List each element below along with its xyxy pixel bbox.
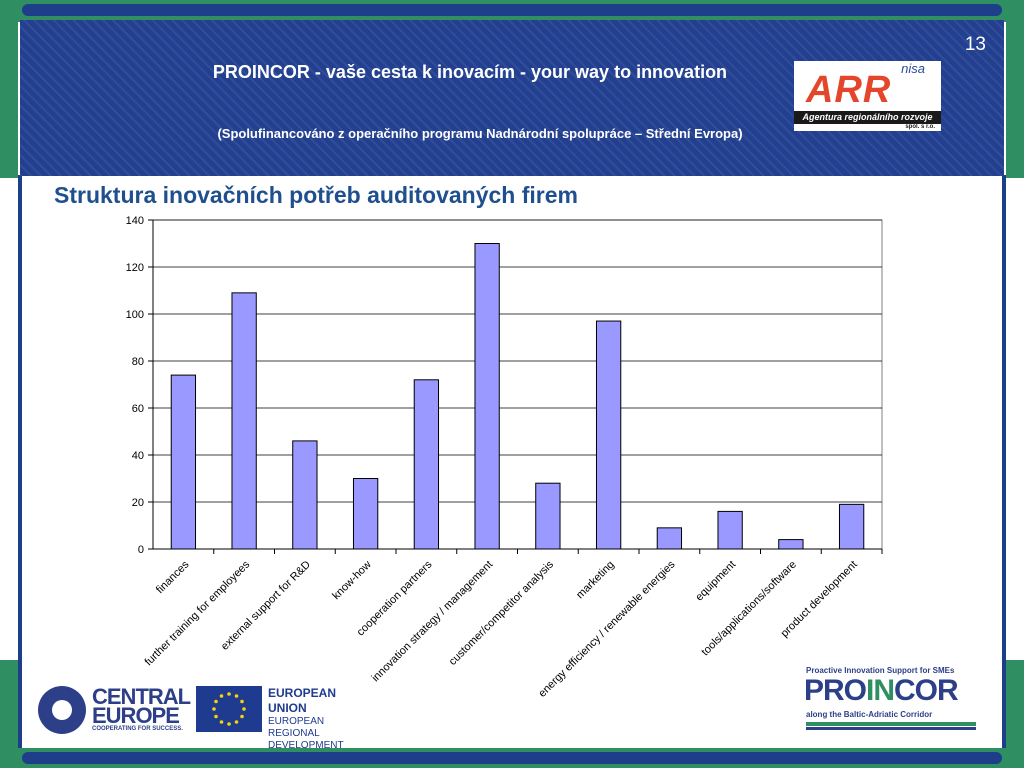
frame-left-accent-bottom (0, 660, 18, 752)
proincor-bar (806, 722, 976, 726)
bar-11 (778, 539, 804, 550)
eu-star-icon (234, 720, 239, 724)
bar-2 (231, 292, 257, 550)
arr-logo-nisa: nisa (901, 61, 925, 76)
proincor-name-part3: COR (894, 674, 959, 707)
arr-logo-tagline: Agentura regionálního rozvoje (794, 111, 941, 124)
eu-star-icon (214, 699, 218, 704)
frame-right-accent (1006, 18, 1024, 178)
bar-12 (838, 503, 865, 550)
arr-logo: nisa ARR Agentura regionálního rozvoje s… (794, 61, 941, 131)
frame-bottom-bar (22, 752, 1002, 764)
proincor-bar-secondary (806, 727, 976, 730)
y-tick-label-100: 100 (126, 309, 144, 321)
frame-top (0, 0, 1024, 22)
proincor-name: PROINCOR (804, 674, 959, 708)
y-tick-label-0: 0 (138, 544, 144, 556)
eu-line3: DEVELOPMENT FUND (268, 740, 344, 763)
central-europe-line3: COOPERATING FOR SUCCESS. (92, 726, 183, 732)
arr-logo-name: ARR (806, 69, 892, 111)
y-tick-label-80: 80 (132, 356, 144, 368)
eu-line2: EUROPEAN REGIONAL (268, 716, 325, 739)
bar-8 (595, 320, 622, 550)
x-tick-label-2: further training for employees (143, 558, 253, 668)
slide-number: 13 (964, 34, 986, 55)
y-tick-label-120: 120 (126, 262, 144, 274)
proincor-logo: Proactive Innovation Support for SMEs PR… (804, 666, 979, 732)
chart-title: Struktura inovačních potřeb auditovaných… (54, 182, 578, 208)
eu-star-icon (240, 714, 244, 719)
slide-title: PROINCOR - vaše cesta k inovacím - your … (212, 62, 728, 82)
central-europe-line1: CENTRAL (92, 684, 191, 709)
eu-star-icon (214, 714, 218, 719)
frame-top-bar (22, 4, 1002, 16)
eu-star-icon (212, 707, 216, 711)
bar-6 (474, 243, 500, 550)
x-tick-label-10: equipment (693, 559, 738, 604)
eu-star-icon (234, 694, 239, 698)
y-tick-label-20: 20 (132, 497, 144, 509)
bar-1 (170, 374, 197, 550)
x-tick-label-6: innovation strategy / management (370, 559, 496, 685)
eu-flag-icon (196, 686, 262, 732)
eu-star-icon (227, 692, 231, 696)
bar-7 (535, 482, 561, 550)
x-tick-label-9: energy efficiency / renewable energies (536, 558, 677, 699)
plot-area (152, 219, 883, 550)
y-tick-label-60: 60 (132, 403, 144, 415)
proincor-tagline: Proactive Innovation Support for SMEs (806, 666, 955, 675)
bar-10 (717, 510, 743, 550)
bar-4 (352, 478, 379, 550)
eu-fund-logo: EUROPEAN UNION EUROPEAN REGIONAL DEVELOP… (268, 686, 368, 764)
eu-line1: EUROPEAN UNION (268, 686, 337, 715)
arr-logo-suffix: spol. s r.o. (905, 124, 935, 130)
proincor-subline: along the Baltic-Adriatic Corridor (806, 710, 933, 719)
y-tick-label-140: 140 (126, 215, 144, 227)
frame-bottom (0, 748, 1024, 768)
eu-star-icon (219, 694, 224, 698)
x-tick-label-4: know-how (330, 559, 374, 603)
eu-star-icon (242, 707, 246, 711)
proincor-name-part1: PRO (804, 674, 867, 707)
central-europe-line2: EUROPE (92, 703, 180, 728)
eu-star-icon (227, 722, 231, 726)
frame-right-accent-bottom (1006, 660, 1024, 752)
central-europe-emblem-icon (38, 686, 86, 734)
frame-right-border (1002, 175, 1006, 748)
slide-subtitle: (Spolufinancováno z operačního programu … (217, 126, 743, 141)
x-tick-label-8: marketing (574, 559, 617, 602)
eu-star-icon (219, 720, 224, 724)
x-tick-label-1: finances (154, 558, 192, 596)
y-tick-label-40: 40 (132, 450, 144, 462)
proincor-name-part2: IN (866, 674, 895, 707)
central-europe-logo: CENTRAL EUROPE COOPERATING FOR SUCCESS. (36, 682, 191, 736)
bar-9 (656, 527, 683, 550)
eu-star-icon (240, 699, 244, 704)
x-tick-label-7: customer/competitor analysis (447, 558, 557, 668)
bar-5 (413, 379, 440, 550)
frame-left-accent (0, 18, 18, 178)
frame-left-border (18, 175, 22, 748)
bar-3 (292, 440, 318, 550)
